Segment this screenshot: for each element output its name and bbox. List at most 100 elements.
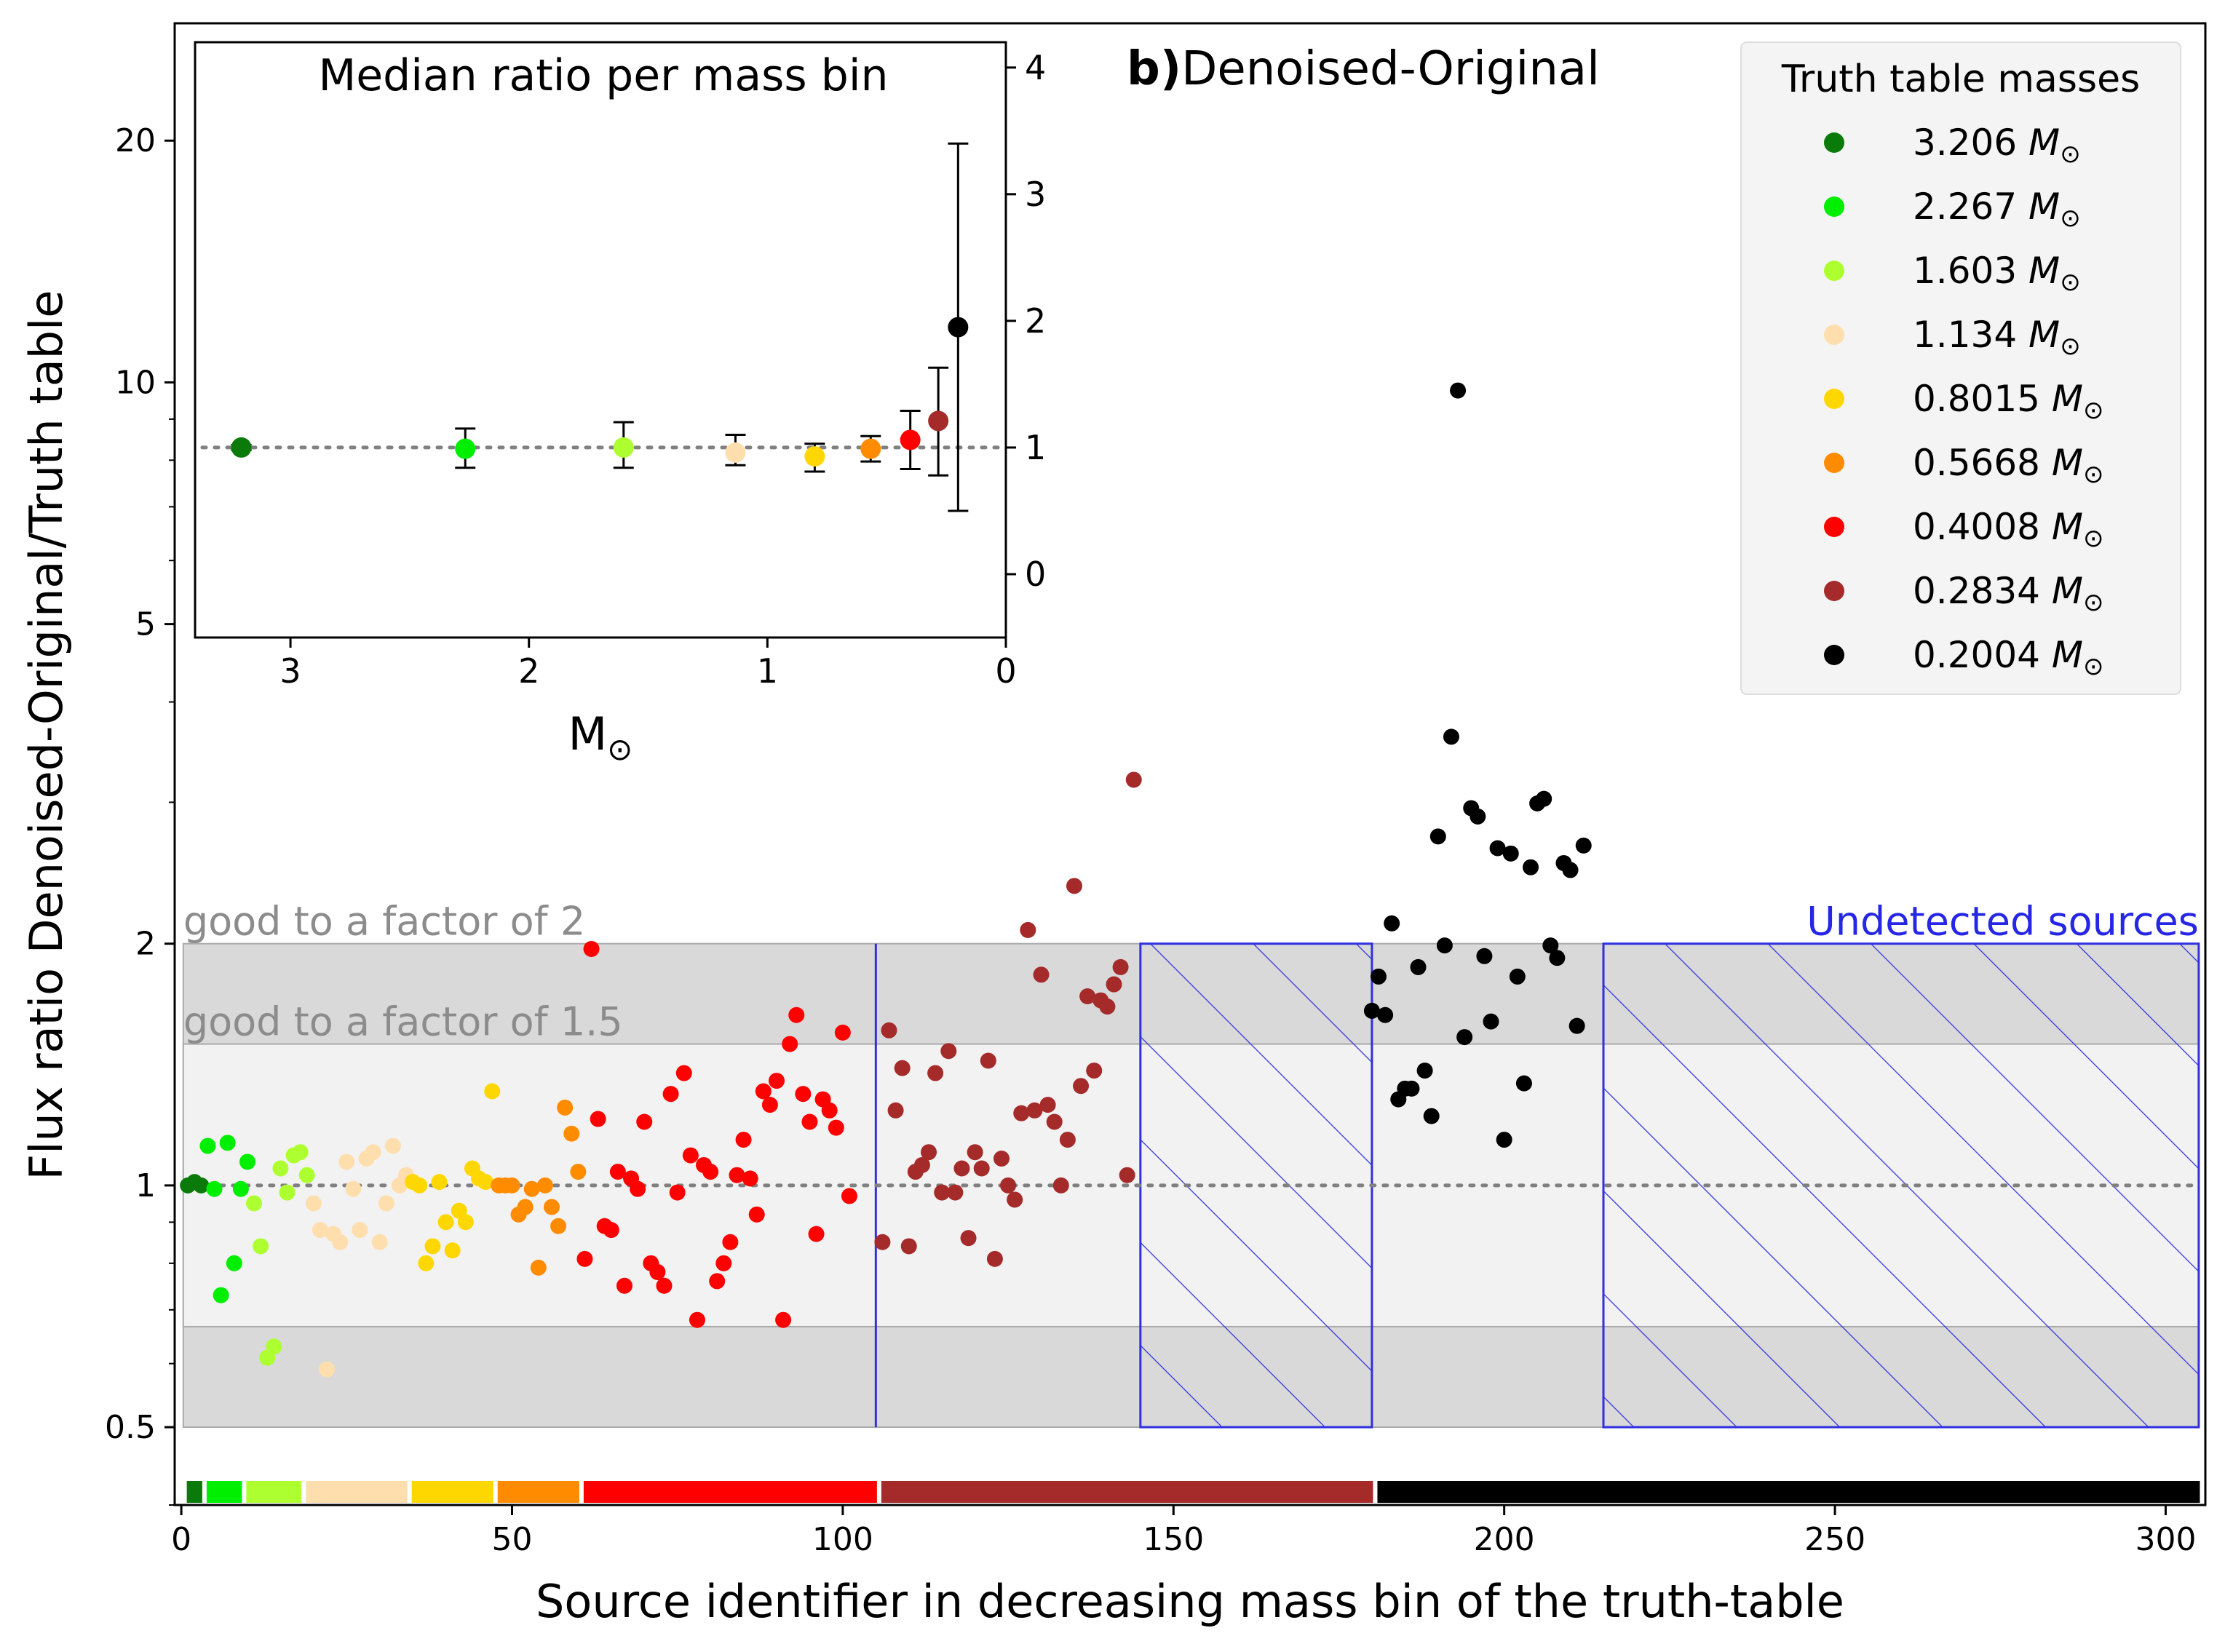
legend-marker-7 bbox=[1824, 581, 1844, 601]
point-s8-9 bbox=[1423, 1108, 1440, 1124]
mass-color-strip bbox=[186, 1481, 2200, 1503]
point-s6-11 bbox=[649, 1263, 666, 1280]
point-s6-17 bbox=[689, 1311, 705, 1328]
legend-marker-5 bbox=[1824, 453, 1844, 473]
inset-x-tick-label-3: 0 bbox=[995, 651, 1016, 691]
point-s7-19 bbox=[1000, 1177, 1017, 1194]
inset-y-tick-label-2: 2 bbox=[1025, 301, 1046, 341]
point-s8-16 bbox=[1470, 808, 1486, 825]
point-s7-15 bbox=[973, 1160, 990, 1177]
point-s7-37 bbox=[1119, 1167, 1135, 1183]
legend-marker-6 bbox=[1824, 517, 1844, 537]
point-s2-7 bbox=[292, 1144, 309, 1161]
point-s7-23 bbox=[1026, 1102, 1043, 1119]
point-s8-26 bbox=[1536, 790, 1552, 807]
plot-frame bbox=[173, 22, 2207, 1506]
point-s7-30 bbox=[1073, 1078, 1090, 1095]
point-s8-6 bbox=[1403, 1080, 1420, 1097]
inset-point-6 bbox=[900, 429, 921, 450]
point-s2-8 bbox=[298, 1167, 315, 1183]
inset-y-tick-label-1: 1 bbox=[1025, 428, 1046, 467]
point-s7-26 bbox=[1046, 1113, 1063, 1130]
inset-chart: Median ratio per mass bin 3 2 1 0 0 1 2 3 4 M⊙ bbox=[194, 41, 1046, 767]
point-s7-25 bbox=[1039, 1097, 1056, 1113]
point-s7-22 bbox=[1020, 921, 1036, 938]
point-s7-35 bbox=[1106, 976, 1122, 993]
point-s4-3 bbox=[424, 1238, 441, 1255]
point-s6-26 bbox=[748, 1206, 765, 1223]
point-s8-28 bbox=[1549, 950, 1566, 966]
undetected-regions bbox=[874, 942, 2200, 1429]
strip-segment-1 bbox=[206, 1481, 242, 1503]
legend-label-4: 0.8015 M⊙ bbox=[1913, 378, 2104, 425]
x-tick-label-3: 150 bbox=[1143, 1521, 1204, 1558]
point-s6-19 bbox=[702, 1164, 719, 1180]
legend-label-3: 1.134 M⊙ bbox=[1913, 314, 2081, 361]
point-s8-30 bbox=[1562, 862, 1579, 878]
point-s3-10 bbox=[371, 1234, 388, 1250]
point-s7-36 bbox=[1112, 958, 1129, 975]
point-s8-18 bbox=[1483, 1013, 1499, 1030]
point-s6-16 bbox=[682, 1147, 699, 1164]
strip-segment-5 bbox=[497, 1481, 579, 1503]
point-s5-12 bbox=[570, 1164, 587, 1180]
point-s5-4 bbox=[517, 1199, 534, 1215]
point-s3-7 bbox=[352, 1222, 368, 1239]
point-s8-1 bbox=[1371, 968, 1387, 985]
point-s7-17 bbox=[986, 1250, 1003, 1267]
point-s7-24 bbox=[1033, 966, 1050, 983]
y-tick-label-2: 2 bbox=[135, 926, 156, 963]
point-s1-4 bbox=[226, 1255, 242, 1271]
strip-segment-2 bbox=[246, 1481, 302, 1503]
point-s8-10 bbox=[1429, 828, 1446, 845]
point-s6-2 bbox=[590, 1111, 606, 1127]
point-s7-34 bbox=[1099, 998, 1116, 1015]
legend-label-7: 0.2834 M⊙ bbox=[1913, 570, 2104, 617]
point-s6-38 bbox=[828, 1119, 844, 1136]
inset-y-tick-label-3: 3 bbox=[1025, 175, 1046, 214]
point-s7-1 bbox=[881, 1022, 897, 1039]
point-s1-0 bbox=[199, 1137, 216, 1154]
panel-title: b)Denoised-Original bbox=[1127, 42, 1600, 96]
y-tick-label-4: 10 bbox=[115, 364, 156, 401]
undetected-label: Undetected sources bbox=[1806, 899, 2199, 945]
point-s6-5 bbox=[609, 1164, 626, 1180]
point-s4-4 bbox=[431, 1174, 448, 1191]
point-s6-9 bbox=[636, 1113, 653, 1130]
inset-point-3 bbox=[725, 442, 746, 463]
point-s8-12 bbox=[1443, 728, 1459, 745]
point-s7-38 bbox=[1125, 771, 1142, 788]
point-s4-8 bbox=[457, 1214, 474, 1231]
point-s4-6 bbox=[444, 1242, 461, 1259]
point-s6-21 bbox=[715, 1255, 732, 1271]
legend-label-6: 0.4008 M⊙ bbox=[1913, 506, 2104, 553]
point-s6-34 bbox=[801, 1113, 818, 1130]
x-tick-label-1: 50 bbox=[491, 1521, 532, 1558]
point-s5-9 bbox=[550, 1218, 567, 1234]
inset-x-axis-label: M⊙ bbox=[568, 707, 633, 767]
inset-point-7 bbox=[928, 410, 949, 432]
point-s5-6 bbox=[530, 1259, 547, 1276]
legend-marker-2 bbox=[1824, 261, 1844, 281]
point-s1-5 bbox=[232, 1180, 249, 1197]
point-s8-32 bbox=[1575, 837, 1592, 854]
point-s7-10 bbox=[940, 1043, 957, 1060]
x-tick-label-2: 100 bbox=[812, 1521, 873, 1558]
point-s7-14 bbox=[967, 1144, 983, 1161]
x-tick-label-5: 250 bbox=[1804, 1521, 1865, 1558]
legend-title: Truth table masses bbox=[1781, 57, 2140, 101]
point-s4-1 bbox=[411, 1177, 428, 1194]
panel-letter: b) bbox=[1127, 42, 1181, 96]
legend-marker-1 bbox=[1824, 196, 1844, 217]
point-s6-13 bbox=[662, 1086, 679, 1103]
legend-label-2: 1.603 M⊙ bbox=[1913, 250, 2081, 297]
point-s7-21 bbox=[1013, 1105, 1030, 1121]
point-s3-4 bbox=[332, 1234, 349, 1250]
inset-point-4 bbox=[804, 446, 825, 467]
point-s7-11 bbox=[947, 1184, 964, 1201]
point-s6-20 bbox=[709, 1273, 726, 1290]
point-s6-27 bbox=[755, 1083, 772, 1100]
point-s3-1 bbox=[312, 1222, 328, 1239]
point-s7-8 bbox=[927, 1065, 944, 1081]
point-s7-9 bbox=[934, 1184, 951, 1201]
